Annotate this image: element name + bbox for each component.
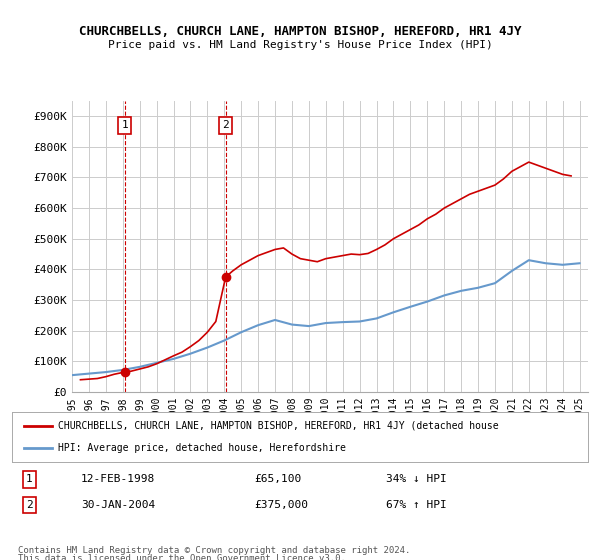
Text: 67% ↑ HPI: 67% ↑ HPI [386,500,447,510]
Text: CHURCHBELLS, CHURCH LANE, HAMPTON BISHOP, HEREFORD, HR1 4JY: CHURCHBELLS, CHURCH LANE, HAMPTON BISHOP… [79,25,521,38]
Text: 1: 1 [121,120,128,130]
Text: 30-JAN-2004: 30-JAN-2004 [81,500,155,510]
Text: HPI: Average price, detached house, Herefordshire: HPI: Average price, detached house, Here… [58,443,346,453]
Text: £375,000: £375,000 [254,500,308,510]
Text: CHURCHBELLS, CHURCH LANE, HAMPTON BISHOP, HEREFORD, HR1 4JY (detached house: CHURCHBELLS, CHURCH LANE, HAMPTON BISHOP… [58,421,499,431]
Text: 2: 2 [26,500,32,510]
Text: 34% ↓ HPI: 34% ↓ HPI [386,474,447,484]
Text: 1: 1 [26,474,32,484]
Text: £65,100: £65,100 [254,474,301,484]
Text: 2: 2 [222,120,229,130]
Text: 12-FEB-1998: 12-FEB-1998 [81,474,155,484]
Text: This data is licensed under the Open Government Licence v3.0.: This data is licensed under the Open Gov… [18,554,346,560]
Text: Price paid vs. HM Land Registry's House Price Index (HPI): Price paid vs. HM Land Registry's House … [107,40,493,50]
Text: Contains HM Land Registry data © Crown copyright and database right 2024.: Contains HM Land Registry data © Crown c… [18,546,410,555]
